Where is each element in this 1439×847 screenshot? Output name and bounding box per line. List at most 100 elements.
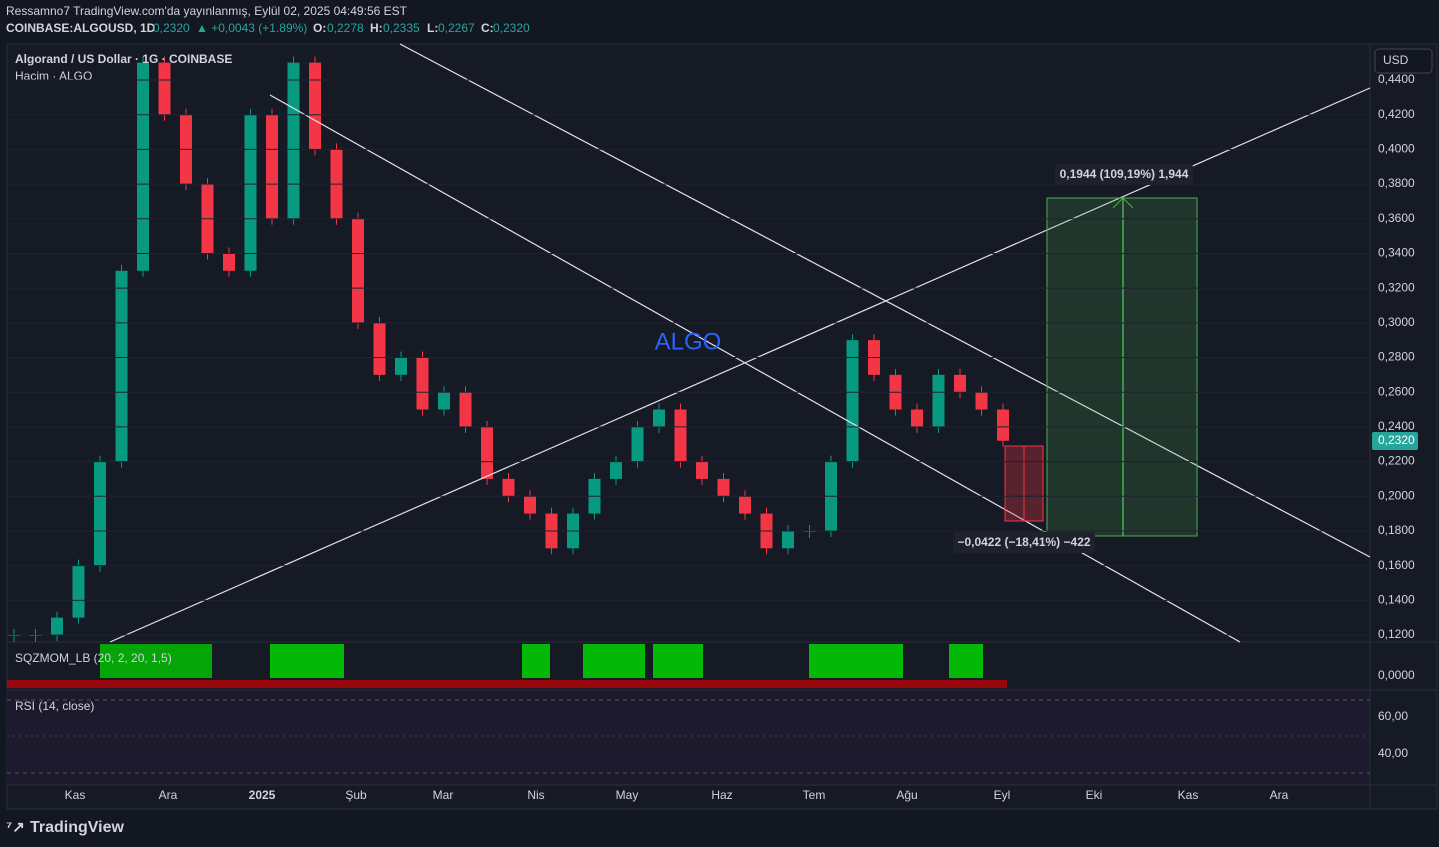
candle bbox=[309, 62, 321, 150]
x-tick-label: Nis bbox=[527, 788, 544, 802]
y-tick-label: 0,2200 bbox=[1378, 454, 1415, 468]
publisher: Ressamno7 TradingView.com'da yayınlanmış… bbox=[6, 4, 408, 18]
x-tick-label: 2025 bbox=[249, 788, 276, 802]
trend-line bbox=[399, 43, 1371, 558]
legend-rsi: RSI (14, close) bbox=[15, 699, 94, 713]
candle bbox=[975, 392, 988, 410]
candle bbox=[502, 478, 515, 497]
rsi-tick-label: 40,00 bbox=[1378, 746, 1408, 760]
x-tick-label: Haz bbox=[711, 788, 732, 802]
legend-volume: Hacim · ALGO bbox=[15, 69, 92, 83]
ohlc-value: 0,2320 bbox=[493, 21, 530, 35]
x-tick-label: Eyl bbox=[994, 788, 1011, 802]
y-tick-label: 0,4000 bbox=[1378, 142, 1415, 156]
sqz-block bbox=[583, 644, 645, 678]
y-tick-label: 0,3800 bbox=[1378, 176, 1415, 190]
x-tick-label: May bbox=[616, 788, 639, 802]
y-tick-label: 0,3400 bbox=[1378, 246, 1415, 260]
candle bbox=[223, 253, 235, 271]
candle bbox=[72, 565, 85, 618]
measure-arrow-head bbox=[1112, 197, 1134, 209]
x-tick-label: Ağu bbox=[896, 788, 917, 802]
sqz-dots bbox=[7, 680, 1007, 688]
y-tick-label: 0,1400 bbox=[1378, 592, 1415, 606]
symbol: COINBASE:ALGOUSD, 1D bbox=[6, 21, 156, 35]
ohlc-value: 0,2278 bbox=[327, 21, 364, 35]
candle bbox=[653, 409, 665, 427]
candle bbox=[373, 322, 386, 375]
x-tick-label: Kas bbox=[65, 788, 86, 802]
price-tag bbox=[1372, 432, 1418, 450]
sqz-tick-label: 0,0000 bbox=[1378, 668, 1415, 682]
measure-label-bg bbox=[1055, 164, 1193, 185]
x-tick-label: Eki bbox=[1086, 788, 1103, 802]
y-tick-label: 0,2000 bbox=[1378, 488, 1415, 502]
x-tick-label: Kas bbox=[1178, 788, 1199, 802]
candle bbox=[115, 270, 128, 462]
candle bbox=[739, 496, 751, 514]
sqz-block bbox=[270, 644, 344, 678]
ohlc-label: H: bbox=[370, 21, 383, 35]
sqz-block bbox=[100, 644, 212, 678]
ohlc-value: 0,2267 bbox=[438, 21, 475, 35]
y-tick-label: 0,3000 bbox=[1378, 315, 1415, 329]
candle bbox=[932, 374, 945, 427]
change: ▲ +0,0043 (+1.89%) bbox=[196, 21, 307, 35]
currency-button[interactable] bbox=[1374, 48, 1433, 74]
candle bbox=[674, 409, 687, 462]
candle bbox=[997, 409, 1009, 441]
logo-mark: ⁷↗ bbox=[6, 819, 25, 836]
last: 0,2320 bbox=[153, 21, 190, 35]
sqz-block bbox=[949, 644, 983, 678]
candle bbox=[782, 530, 794, 549]
x-tick-label: Ara bbox=[159, 788, 178, 802]
rsi-tick-label: 60,00 bbox=[1378, 709, 1408, 723]
rsi-pane bbox=[7, 690, 1370, 785]
y-tick-label: 0,4200 bbox=[1378, 107, 1415, 121]
candle bbox=[954, 374, 966, 393]
y-tick-label: 0,2600 bbox=[1378, 384, 1415, 398]
candle bbox=[481, 426, 493, 479]
candle bbox=[459, 392, 472, 427]
ohlc-label: C: bbox=[481, 21, 494, 35]
sqz-block bbox=[809, 644, 903, 678]
y-tick-label: 0,3200 bbox=[1378, 280, 1415, 294]
candle bbox=[696, 461, 708, 479]
x-tick-label: Tem bbox=[803, 788, 826, 802]
candle bbox=[51, 617, 63, 635]
candle bbox=[137, 62, 149, 271]
candle bbox=[266, 114, 278, 219]
y-tick-label: 0,1600 bbox=[1378, 558, 1415, 572]
logo[interactable]: TradingView bbox=[30, 819, 125, 836]
candle bbox=[244, 114, 257, 271]
legend-title: Algorand / US Dollar · 1G · COINBASE bbox=[15, 52, 232, 66]
candle bbox=[911, 409, 923, 427]
y-tick-label: 0,1800 bbox=[1378, 523, 1415, 537]
currency[interactable]: USD bbox=[1383, 53, 1409, 67]
x-tick-label: Şub bbox=[345, 788, 367, 802]
candle bbox=[395, 357, 407, 375]
drawing-label: ALGO bbox=[655, 328, 722, 355]
candle bbox=[158, 62, 171, 115]
candle bbox=[846, 340, 859, 462]
measure-label-bg bbox=[953, 532, 1095, 553]
ohlc-label: L: bbox=[427, 21, 438, 35]
candle bbox=[416, 357, 429, 410]
candle bbox=[287, 62, 300, 219]
x-tick-label: Ara bbox=[1270, 788, 1289, 802]
price-tag-text: 0,2320 bbox=[1378, 433, 1415, 447]
measure-up-box bbox=[1046, 197, 1198, 537]
sqz-block bbox=[653, 644, 703, 678]
candle bbox=[717, 478, 730, 497]
y-tick-label: 0,2400 bbox=[1378, 419, 1415, 433]
candle bbox=[631, 426, 644, 462]
sqz-block bbox=[522, 644, 550, 678]
candle bbox=[438, 392, 450, 410]
candle bbox=[524, 496, 536, 514]
measure-up-label: 0,1944 (109,19%) 1,944 bbox=[1060, 167, 1189, 181]
ohlc-value: 0,2335 bbox=[383, 21, 420, 35]
sqz-blocks bbox=[7, 644, 1007, 688]
candle bbox=[352, 218, 364, 323]
